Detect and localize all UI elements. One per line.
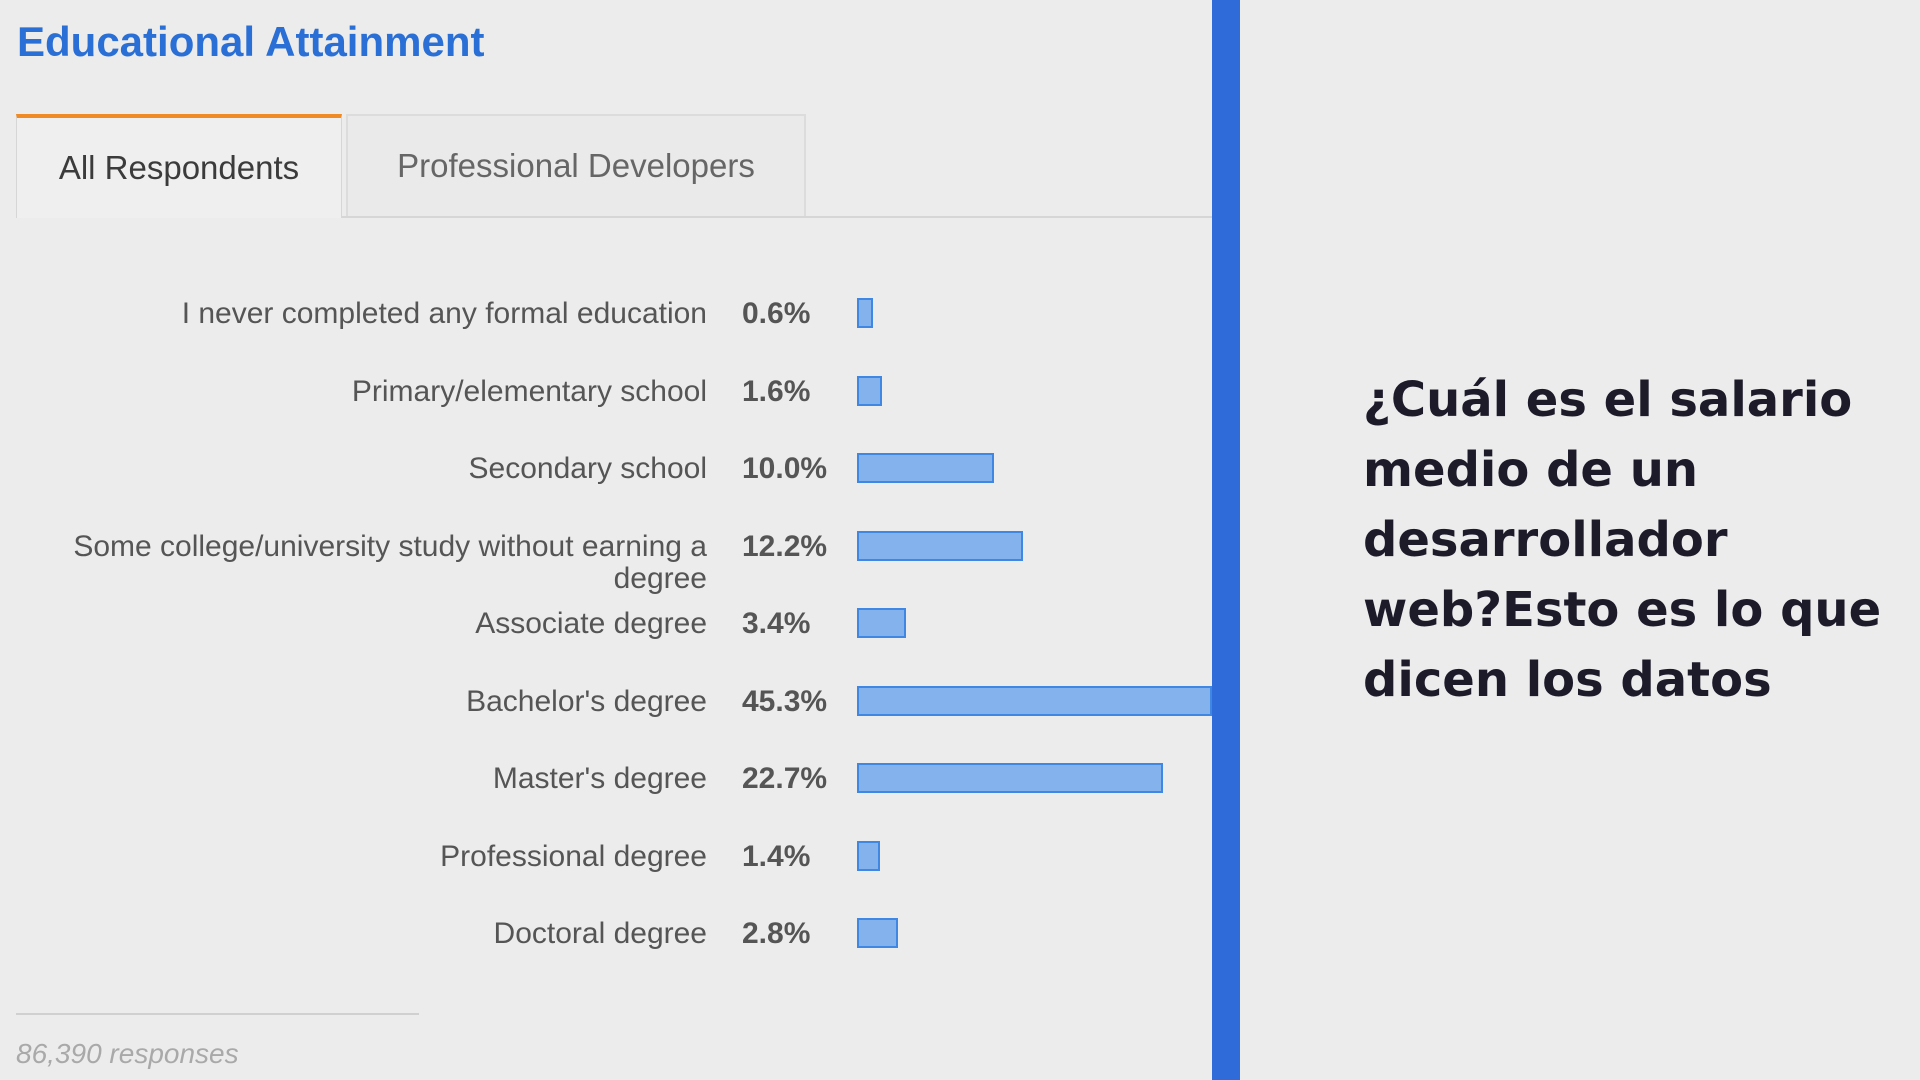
bar xyxy=(857,918,899,948)
bar xyxy=(857,298,873,328)
value-label: 12.2% xyxy=(742,529,828,563)
category-label: Associate degree xyxy=(475,607,707,640)
category-label: Some college/university study without ea… xyxy=(73,529,707,595)
chart-panel: Educational Attainment All Respondents P… xyxy=(16,18,1212,1069)
category-label: Professional degree xyxy=(440,839,707,873)
tab-bar: All Respondents Professional Developers xyxy=(16,114,1212,218)
tab-professional-developers[interactable]: Professional Developers xyxy=(346,114,806,216)
footer-divider xyxy=(16,1013,419,1015)
bar xyxy=(857,453,994,483)
value-label: 45.3% xyxy=(742,684,828,718)
response-count: 86,390 responses xyxy=(16,1038,239,1069)
bar xyxy=(857,530,1024,561)
bar xyxy=(857,840,880,871)
value-label: 0.6% xyxy=(742,297,811,330)
category-label: Master's degree xyxy=(492,762,707,795)
bar xyxy=(857,608,907,638)
headline-panel: ¿Cuál es el salario medio de un desarrol… xyxy=(1240,0,1920,1080)
category-label: I never completed any formal education xyxy=(181,297,707,330)
chart-title: Educational Attainment xyxy=(17,18,485,65)
value-label: 22.7% xyxy=(742,762,828,795)
category-label: Primary/elementary school xyxy=(351,374,707,408)
tab-bar-underline xyxy=(16,216,1212,218)
bar xyxy=(857,375,883,406)
value-label: 2.8% xyxy=(742,917,811,950)
category-label: Doctoral degree xyxy=(493,917,707,950)
headline-text: ¿Cuál es el salario medio de un desarrol… xyxy=(1363,372,1882,708)
value-label: 1.6% xyxy=(742,374,811,408)
tab-all-respondents[interactable]: All Respondents xyxy=(16,114,342,218)
value-label: 3.4% xyxy=(742,607,811,640)
value-label: 1.4% xyxy=(742,839,811,873)
category-label: Bachelor's degree xyxy=(466,684,707,718)
bar xyxy=(857,763,1163,793)
value-label: 10.0% xyxy=(742,452,828,485)
vertical-divider xyxy=(1212,0,1240,1080)
category-label: Secondary school xyxy=(468,452,707,485)
bar xyxy=(857,685,1212,716)
